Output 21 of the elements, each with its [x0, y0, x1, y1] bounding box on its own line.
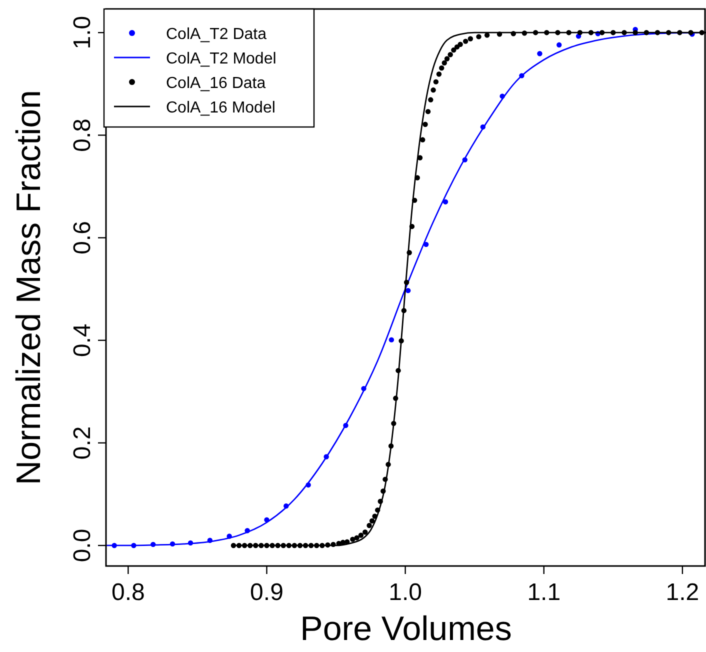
legend-label: ColA_16 Data — [166, 75, 266, 92]
point — [537, 51, 542, 56]
legend-label: ColA_T2 Data — [166, 26, 267, 43]
y-tick-label: 0.8 — [69, 118, 96, 152]
legend-label: ColA_T2 Model — [166, 50, 276, 68]
point — [556, 42, 562, 48]
y-tick-label: 0.2 — [69, 426, 96, 460]
x-tick-label: 1.1 — [527, 579, 561, 606]
y-tick-label: 1.0 — [69, 16, 96, 50]
legend-label: ColA_16 Model — [166, 100, 276, 116]
point — [388, 337, 394, 342]
y-tick-label: 0.4 — [69, 324, 96, 358]
x-tick-label: 1.2 — [666, 579, 700, 606]
point — [405, 288, 411, 294]
x-tick-label: 0.9 — [250, 579, 284, 606]
x-axis-title: Pore Volumes — [300, 610, 512, 648]
y-tick-label: 0.6 — [69, 221, 96, 254]
y-axis-title: Normalized Mass Fraction — [10, 90, 48, 485]
x-tick-label: 1.0 — [388, 579, 422, 606]
y-tick-label: 0.0 — [69, 528, 96, 562]
x-tick-label: 0.8 — [111, 579, 145, 606]
